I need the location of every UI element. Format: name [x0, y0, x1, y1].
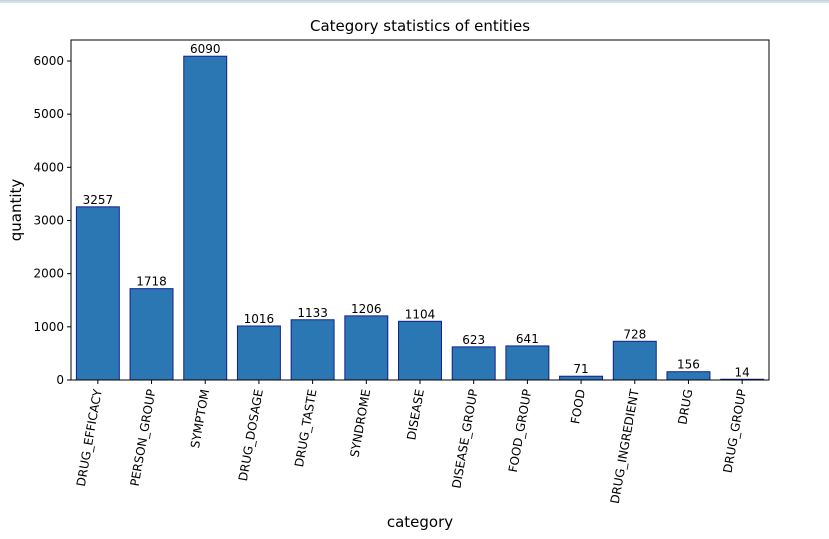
bar	[505, 345, 550, 381]
bar-value-label: 1718	[136, 275, 167, 289]
chart-title: Category statistics of entities	[310, 17, 530, 35]
y-tick-label: 5000	[33, 107, 64, 121]
bar	[398, 320, 442, 381]
top-window-edge	[0, 0, 829, 6]
x-tick-label: SYNDROME	[348, 388, 374, 458]
bar	[344, 315, 389, 381]
bar	[666, 371, 711, 381]
bar-value-label: 641	[516, 332, 539, 346]
bar-value-label: 71	[573, 362, 588, 376]
y-tick-label: 0	[56, 373, 64, 387]
x-tick-label: DRUG_TASTE	[292, 388, 319, 468]
bar-value-label: 156	[677, 358, 700, 372]
x-tick-label: SYMPTOM	[188, 388, 212, 449]
bar	[290, 319, 335, 381]
bar	[75, 206, 120, 381]
axes-frame	[70, 39, 770, 381]
bar-value-label: 623	[462, 333, 485, 347]
x-tick-label: DRUG_DOSAGE	[236, 388, 266, 482]
x-tick-label: FOOD_GROUP	[506, 388, 534, 473]
y-tick-label: 4000	[33, 160, 64, 174]
bar	[559, 375, 604, 381]
bar-value-label: 3257	[83, 193, 114, 207]
bar-value-label: 14	[735, 365, 750, 379]
x-tick-label: DRUG	[675, 388, 695, 426]
x-tick-label: DISEASE_GROUP	[449, 388, 480, 489]
top-highlight	[0, 1, 829, 3]
bar-value-label: 1206	[351, 302, 382, 316]
bar	[129, 288, 174, 381]
bar-value-label: 1104	[405, 307, 436, 321]
bar-value-label: 6090	[190, 42, 221, 56]
bar-value-label: 728	[623, 327, 646, 341]
y-tick-label: 1000	[33, 320, 64, 334]
x-tick-label: DRUG_INGREDIENT	[608, 387, 642, 504]
bar-value-label: 1133	[297, 306, 328, 320]
y-tick-label: 3000	[33, 214, 64, 228]
bar	[612, 340, 657, 381]
bar	[183, 55, 228, 381]
y-axis-label: quantity	[7, 179, 25, 242]
bar	[236, 325, 281, 381]
x-tick-label: FOOD	[568, 388, 588, 425]
x-tick-label: DRUG_GROUP	[721, 388, 750, 474]
bar	[451, 346, 496, 381]
y-tick-label: 6000	[33, 54, 64, 68]
x-axis-label: category	[387, 513, 453, 531]
plot-area: 0 1000 2000 3000 4000 5000 6000 3257 DRUG_EFFICA…	[33, 39, 770, 505]
y-tick-label: 2000	[33, 267, 64, 281]
x-tick-label: PERSON_GROUP	[128, 388, 159, 487]
x-tick-label: DISEASE	[404, 388, 427, 441]
x-tick-label: DRUG_EFFICACY	[74, 387, 105, 487]
top-border	[0, 0, 829, 1]
bar-value-label: 1016	[244, 312, 275, 326]
